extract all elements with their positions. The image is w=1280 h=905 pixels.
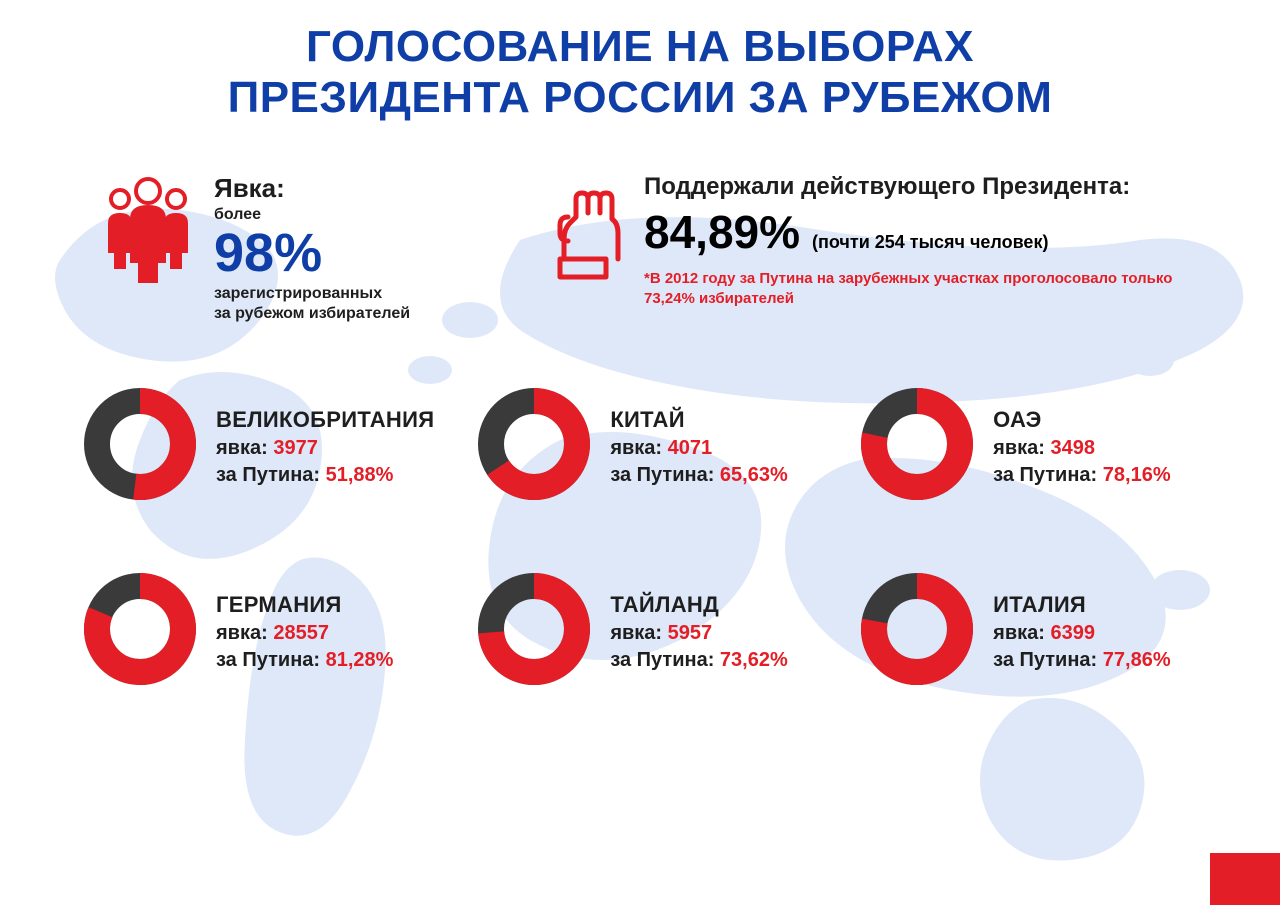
country-card: ОАЭ явка: 3498 за Путина: 78,16% bbox=[857, 384, 1200, 509]
turnout-line: явка: 5957 bbox=[610, 622, 787, 645]
page-title: ГОЛОСОВАНИЕ НА ВЫБОРАХ ПРЕЗИДЕНТА РОССИИ… bbox=[0, 0, 1280, 123]
support-note-suffix: избирателей bbox=[695, 290, 794, 307]
support-line: за Путина: 51,88% bbox=[216, 464, 434, 487]
country-name: ВЕЛИКОБРИТАНИЯ bbox=[216, 407, 434, 433]
country-name: ТАЙЛАНД bbox=[610, 592, 787, 618]
support-line: за Путина: 73,62% bbox=[610, 649, 787, 672]
country-card: ИТАЛИЯ явка: 6399 за Путина: 77,86% bbox=[857, 569, 1200, 694]
support-label: Поддержали действующего Президента: bbox=[644, 173, 1200, 201]
support-value: 84,89% bbox=[644, 205, 800, 259]
country-card: ВЕЛИКОБРИТАНИЯ явка: 3977 за Путина: 51,… bbox=[80, 384, 434, 509]
donut-chart bbox=[80, 384, 200, 509]
country-card: КИТАЙ явка: 4071 за Путина: 65,63% bbox=[474, 384, 817, 509]
turnout-desc-2: за рубежом избирателей bbox=[214, 304, 410, 324]
country-name: ИТАЛИЯ bbox=[993, 592, 1170, 618]
title-line-1: ГОЛОСОВАНИЕ НА ВЫБОРАХ bbox=[0, 22, 1280, 73]
title-line-2: ПРЕЗИДЕНТА РОССИИ ЗА РУБЕЖОМ bbox=[0, 73, 1280, 124]
donut-chart bbox=[474, 384, 594, 509]
hero-row: Явка: более 98% зарегистрированных за ру… bbox=[0, 123, 1280, 334]
donut-chart bbox=[80, 569, 200, 694]
country-grid: ВЕЛИКОБРИТАНИЯ явка: 3977 за Путина: 51,… bbox=[0, 334, 1280, 724]
support-block: Поддержали действующего Президента: 84,8… bbox=[540, 173, 1200, 310]
support-line: за Путина: 78,16% bbox=[993, 464, 1170, 487]
fist-icon bbox=[540, 173, 626, 283]
turnout-label: Явка: bbox=[214, 173, 410, 204]
support-note: *В 2012 году за Путина на зарубежных уча… bbox=[644, 269, 1200, 310]
turnout-line: явка: 4071 bbox=[610, 437, 787, 460]
support-note-pct: 73,24% bbox=[644, 290, 695, 307]
support-line: за Путина: 77,86% bbox=[993, 649, 1170, 672]
turnout-value: 98% bbox=[214, 226, 410, 280]
turnout-desc-1: зарегистрированных bbox=[214, 284, 410, 304]
turnout-block: Явка: более 98% зарегистрированных за ру… bbox=[100, 173, 500, 324]
donut-chart bbox=[474, 569, 594, 694]
donut-chart bbox=[857, 569, 977, 694]
people-icon bbox=[100, 173, 196, 283]
donut-chart bbox=[857, 384, 977, 509]
country-card: ГЕРМАНИЯ явка: 28557 за Путина: 81,28% bbox=[80, 569, 434, 694]
support-note-prefix: *В 2012 году за Путина на зарубежных уча… bbox=[644, 270, 1172, 287]
country-name: КИТАЙ bbox=[610, 407, 787, 433]
country-name: ОАЭ bbox=[993, 407, 1170, 433]
support-line: за Путина: 81,28% bbox=[216, 649, 393, 672]
support-line: за Путина: 65,63% bbox=[610, 464, 787, 487]
country-name: ГЕРМАНИЯ bbox=[216, 592, 393, 618]
turnout-line: явка: 3498 bbox=[993, 437, 1170, 460]
turnout-sub: более bbox=[214, 206, 410, 224]
corner-accent bbox=[1210, 853, 1280, 905]
country-card: ТАЙЛАНД явка: 5957 за Путина: 73,62% bbox=[474, 569, 817, 694]
support-paren: (почти 254 тысяч человек) bbox=[812, 232, 1048, 253]
turnout-line: явка: 28557 bbox=[216, 622, 393, 645]
turnout-line: явка: 6399 bbox=[993, 622, 1170, 645]
turnout-line: явка: 3977 bbox=[216, 437, 434, 460]
